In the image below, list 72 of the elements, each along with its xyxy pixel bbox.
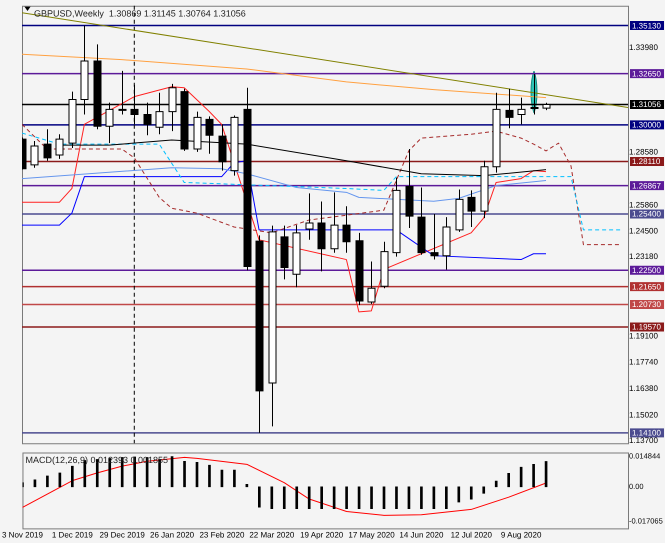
bar — [494, 480, 498, 488]
chart-title: GBPUSD,Weekly 1.30869 1.31145 1.30764 1.31056 — [34, 8, 246, 18]
bar — [70, 466, 74, 488]
bar — [382, 486, 386, 509]
bar — [233, 470, 236, 488]
bar — [457, 486, 460, 502]
bar — [544, 461, 548, 488]
x-tick-label: 26 Jan 2020 — [150, 530, 195, 540]
bar — [470, 486, 473, 500]
y-tick-label: 1.25860 — [629, 200, 658, 210]
y-tick-label: 1.17740 — [629, 358, 658, 367]
ref-line-label: 1.20730 — [632, 300, 662, 310]
y-tick-label: 1.19100 — [629, 331, 658, 340]
bar — [332, 486, 336, 509]
bar — [320, 486, 323, 509]
y-tick-label: 1.28580 — [629, 148, 658, 157]
ref-line-label: 1.26867 — [632, 181, 662, 190]
bar — [507, 472, 510, 488]
y-tick-label: 1.16380 — [629, 384, 658, 393]
bar — [22, 482, 24, 488]
bar — [408, 486, 410, 509]
bar — [282, 486, 286, 509]
bar — [196, 462, 198, 488]
y-tick-label: 1.23180 — [629, 252, 658, 262]
x-tick-label: 23 Feb 2020 — [199, 530, 245, 540]
y-tick-label: 1.13700 — [629, 436, 658, 445]
ref-line-label: 1.30000 — [632, 120, 662, 130]
x-tick-label: 14 Jun 2020 — [399, 530, 444, 540]
ref-line-label: 1.21650 — [632, 282, 662, 292]
ref-line-label: 1.28110 — [632, 157, 661, 166]
bar — [432, 486, 436, 509]
bar — [270, 486, 274, 509]
bar — [258, 486, 261, 508]
x-tick-label: 29 Dec 2019 — [100, 530, 146, 540]
bar — [220, 470, 224, 488]
bar — [532, 464, 535, 488]
x-tick-label: 19 Apr 2020 — [300, 530, 344, 540]
bar — [445, 486, 448, 509]
ref-line-label: 1.31056 — [632, 100, 662, 110]
bar — [308, 486, 311, 509]
bar — [520, 466, 522, 488]
bar — [170, 456, 174, 488]
y-tick-label: 1.15020 — [629, 410, 658, 420]
line-series — [22, 132, 622, 230]
y-tick-label: 1.24500 — [629, 226, 658, 236]
y-tick-label: 1.33980 — [629, 43, 658, 52]
ref-line-label: 1.14100 — [632, 428, 662, 438]
bar — [46, 476, 49, 488]
bar — [395, 486, 398, 509]
x-tick-label: 12 Jul 2020 — [450, 530, 492, 540]
ref-line-label: 1.25400 — [632, 210, 662, 219]
ref-line-label: 1.35130 — [632, 21, 662, 30]
x-tick-label: 1 Dec 2019 — [52, 530, 94, 540]
bar — [208, 464, 211, 488]
bar — [183, 460, 186, 488]
bar — [358, 486, 360, 509]
bar — [482, 486, 486, 494]
line-series — [22, 124, 622, 246]
x-tick-label: 17 May 2020 — [348, 530, 396, 540]
ref-line-label: 1.19570 — [632, 322, 662, 332]
x-tick-label: 9 Aug 2020 — [500, 530, 542, 540]
bar — [295, 486, 298, 509]
bar — [345, 486, 348, 509]
bar — [34, 480, 36, 488]
ref-line-label: 1.32650 — [632, 69, 662, 78]
ref-line-label: 1.22500 — [632, 266, 662, 275]
x-tick-label: 3 Nov 2019 — [2, 530, 44, 540]
x-tick-label: 22 Mar 2020 — [249, 530, 295, 540]
bar — [370, 486, 373, 509]
bar — [420, 486, 423, 509]
bar — [58, 472, 62, 488]
bar — [246, 484, 248, 488]
